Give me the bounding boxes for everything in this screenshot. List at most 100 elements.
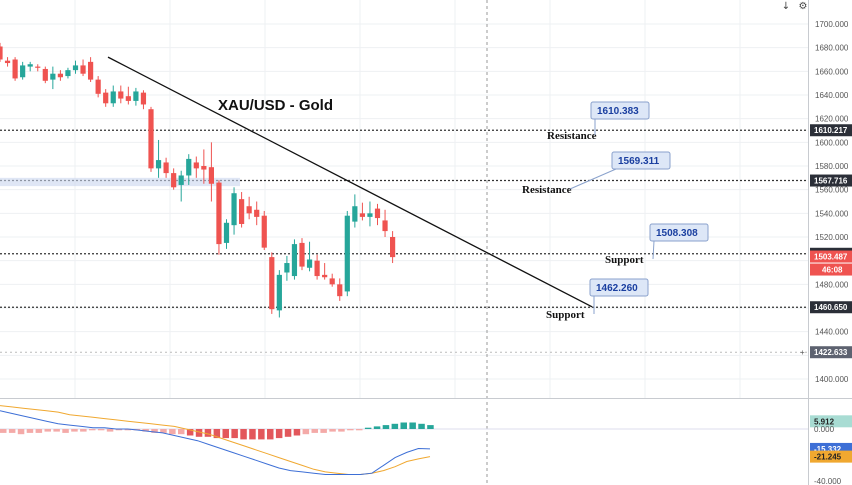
macd-histogram-bar [204, 429, 212, 437]
candle-body [306, 259, 313, 268]
macd-value-bg [810, 415, 852, 428]
candle-body [178, 175, 184, 185]
candle-body [374, 208, 381, 219]
macd-histogram-bar [356, 429, 363, 431]
macd-histogram-bar [249, 429, 256, 440]
price-tick-label: 1600.000 [815, 138, 849, 147]
price-tick-label: 1680.000 [815, 44, 849, 53]
chart-title: XAU/USD - Gold [218, 97, 333, 114]
callout-price: 1462.260 [596, 283, 638, 294]
candle-body [254, 209, 260, 217]
candle-body [284, 263, 290, 273]
macd-histogram-bar [240, 429, 247, 440]
candle-body [329, 278, 335, 285]
macd-histogram-bar [62, 429, 69, 433]
macd-histogram-bar [293, 429, 301, 436]
macd-pane [0, 405, 808, 475]
candle-body [337, 284, 343, 297]
level-annotation: Resistance [547, 130, 597, 142]
callout-pointer [652, 240, 655, 260]
macd-signal-line [0, 405, 431, 475]
macd-histogram-bar [0, 429, 7, 433]
level-price-label: 1460.650 [814, 303, 848, 312]
candle-body [80, 65, 86, 74]
candle-body [201, 166, 207, 170]
macd-histogram-bar [115, 429, 123, 431]
price-axis[interactable]: 1700.000 1680.000 1660.000 1640.000 1620.000… [800, 20, 852, 384]
macd-histogram-bar [267, 429, 274, 440]
current-price-bg [810, 250, 852, 263]
level-zone [0, 177, 240, 187]
macd-histogram-bar [275, 429, 283, 439]
macd-histogram-bar [302, 429, 310, 435]
macd-histogram-bar [382, 425, 390, 429]
arrow-down-icon[interactable]: ↓ [779, 0, 793, 14]
countdown-label: 46:08 [822, 266, 843, 275]
candle-body [223, 222, 230, 243]
macd-histogram-bar [35, 429, 43, 433]
macd-histogram-bar [151, 429, 158, 433]
candle-body [231, 193, 237, 226]
callout-price: 1569.311 [618, 156, 660, 167]
candle-body [276, 274, 282, 311]
candle-body [57, 73, 63, 78]
candle-body [299, 242, 305, 267]
annotations: XAU/USD - Gold Resistance 1610.383 Resistan… [107, 56, 709, 321]
price-tick-label: 1700.000 [815, 20, 849, 29]
macd-histogram-bar [391, 423, 399, 429]
macd-tick-label: -15.332 [814, 445, 842, 454]
price-tick-label: 1620.000 [815, 115, 849, 124]
candle-body [208, 167, 214, 184]
callout-box [590, 101, 650, 120]
candle-body [163, 162, 169, 174]
macd-histogram-bar [71, 429, 78, 432]
candlesticks [0, 42, 396, 318]
candle-body [50, 73, 56, 80]
candle-body [382, 220, 388, 232]
candle-body [0, 46, 3, 60]
current-price-label: 1503.487 [814, 253, 848, 262]
candle-body [118, 91, 124, 99]
macd-line [0, 410, 431, 475]
macd-histogram-bar [222, 429, 229, 439]
price-tick-label: 1540.000 [815, 209, 849, 218]
candle-body [20, 65, 26, 78]
level-price-label: 1422.633 [814, 348, 848, 357]
macd-histogram-bar [44, 429, 51, 432]
macd-histogram-bar [284, 429, 292, 437]
candle-body [27, 64, 33, 67]
settings-icon[interactable]: ⚙ [796, 0, 810, 14]
candle-body [186, 158, 192, 176]
macd-histogram-bar [400, 422, 407, 429]
macd-histogram-bar [169, 429, 176, 435]
macd-histogram-bar [17, 429, 25, 435]
price-tick-label: 1440.000 [815, 328, 849, 337]
level-annotation: Support [605, 254, 644, 266]
macd-histogram-bar [53, 429, 60, 432]
level-label-bg [810, 301, 852, 314]
callout-box [589, 278, 649, 297]
price-tick-label: 1640.000 [815, 91, 849, 100]
macd-histogram-bar [427, 425, 434, 429]
candle-body [390, 237, 396, 258]
candle-body [261, 215, 267, 248]
macd-histogram-bar [97, 429, 105, 431]
macd-histogram-bar [231, 429, 238, 439]
level-annotation: Resistance [522, 184, 572, 196]
candle-body [291, 244, 298, 277]
macd-histogram-bar [338, 429, 345, 432]
callout-price: 1508.308 [656, 228, 698, 239]
candle-body [239, 199, 245, 224]
macd-histogram-bar [329, 429, 336, 432]
macd-histogram-bar [178, 429, 185, 435]
candle-body [125, 96, 131, 101]
candle-body [269, 257, 275, 310]
macd-histogram-bar [80, 429, 87, 432]
macd-value-bg [810, 450, 852, 463]
candle-body [65, 70, 71, 77]
macd-histogram-bar [26, 429, 34, 433]
candle-body [193, 162, 199, 169]
candle-body [4, 60, 11, 64]
